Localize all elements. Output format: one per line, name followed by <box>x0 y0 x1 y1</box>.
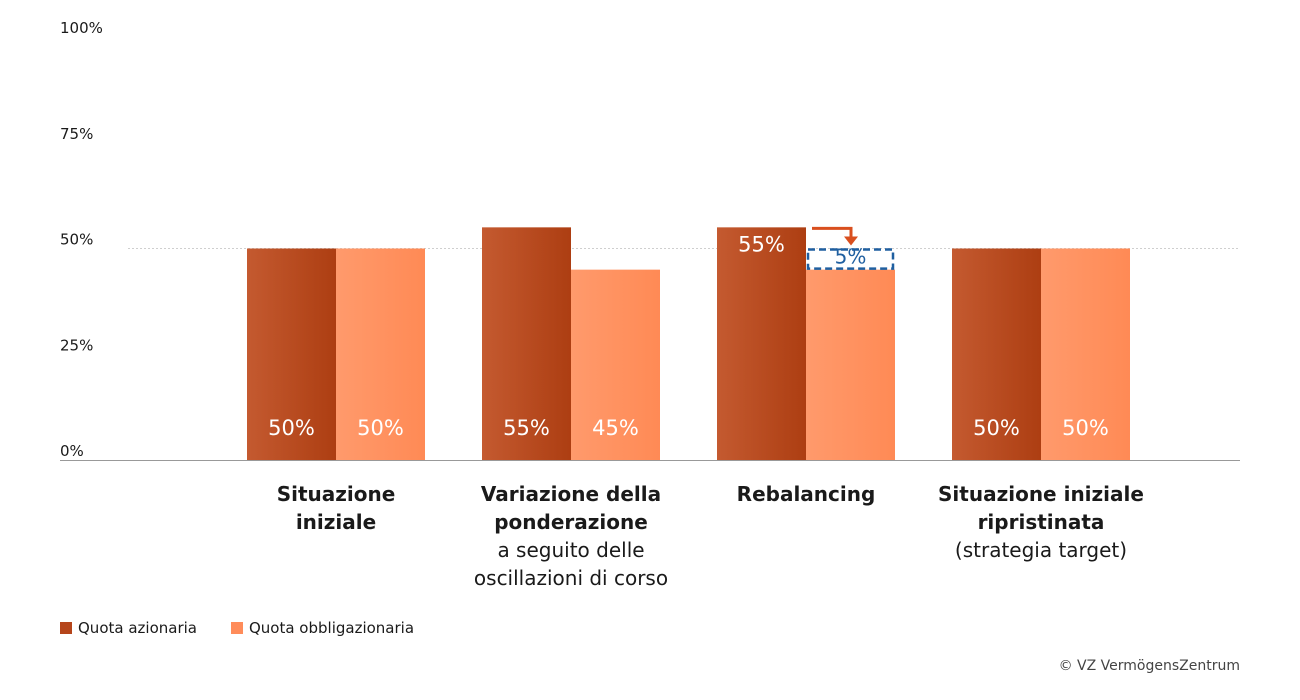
category-subtitle: (strategia target) <box>955 538 1127 562</box>
bar-value-label: 45% <box>592 416 639 440</box>
y-tick-label: 25% <box>60 336 93 354</box>
category-title: ripristinata <box>978 510 1105 534</box>
bar-equity <box>717 227 806 460</box>
rebalance-arrow-head <box>844 236 858 246</box>
rebalance-shift-box <box>806 248 895 270</box>
legend-swatch-equity <box>60 622 72 634</box>
y-tick-label: 75% <box>60 125 93 143</box>
bar-equity <box>952 248 1041 460</box>
category-title: iniziale <box>296 510 376 534</box>
category-title: Situazione iniziale <box>938 482 1144 506</box>
bar-bonds <box>336 248 425 460</box>
y-tick-label: 50% <box>60 231 93 249</box>
bar-bonds <box>806 269 895 460</box>
legend: Quota azionaria Quota obbligazionaria <box>60 619 448 637</box>
bar-value-label: 50% <box>973 416 1020 440</box>
legend-swatch-bonds <box>230 622 243 634</box>
bar-equity <box>247 248 336 460</box>
bar-bonds <box>571 269 660 460</box>
bar-value-label: 50% <box>268 416 315 440</box>
bar-chart: 0% 25% 50% 75% 100% 50% 50% 55% 45% 55% 50% 50% 5% Si… <box>60 19 1240 590</box>
legend-label-equity: Quota azionaria <box>78 619 197 637</box>
y-tick-label: 100% <box>60 19 103 37</box>
y-tick-label: 0% <box>60 442 84 460</box>
rebalance-arrow <box>812 226 853 240</box>
copyright-credit: © VZ VermögensZentrum <box>1058 658 1240 674</box>
category-title: Situazione <box>277 482 396 506</box>
legend-label-bonds: Quota obbligazionaria <box>248 619 415 637</box>
bar-bonds <box>1041 248 1130 460</box>
bar-value-label: 55% <box>738 232 785 256</box>
bar-value-label: 50% <box>357 416 404 440</box>
category-title: ponderazione <box>494 510 648 534</box>
category-subtitle: oscillazioni di corso <box>474 566 668 590</box>
category-subtitle: a seguito delle <box>497 538 644 562</box>
legend-item-bonds: Quota obbligazionaria <box>230 619 415 637</box>
rebalance-shift-label: 5% <box>835 245 867 269</box>
category-title: Rebalancing <box>737 482 876 506</box>
legend-item-equity: Quota azionaria <box>60 619 197 637</box>
bar-value-label: 55% <box>503 416 550 440</box>
bar-equity <box>482 227 571 460</box>
category-title: Variazione della <box>481 482 661 506</box>
bar-value-label: 50% <box>1062 416 1109 440</box>
